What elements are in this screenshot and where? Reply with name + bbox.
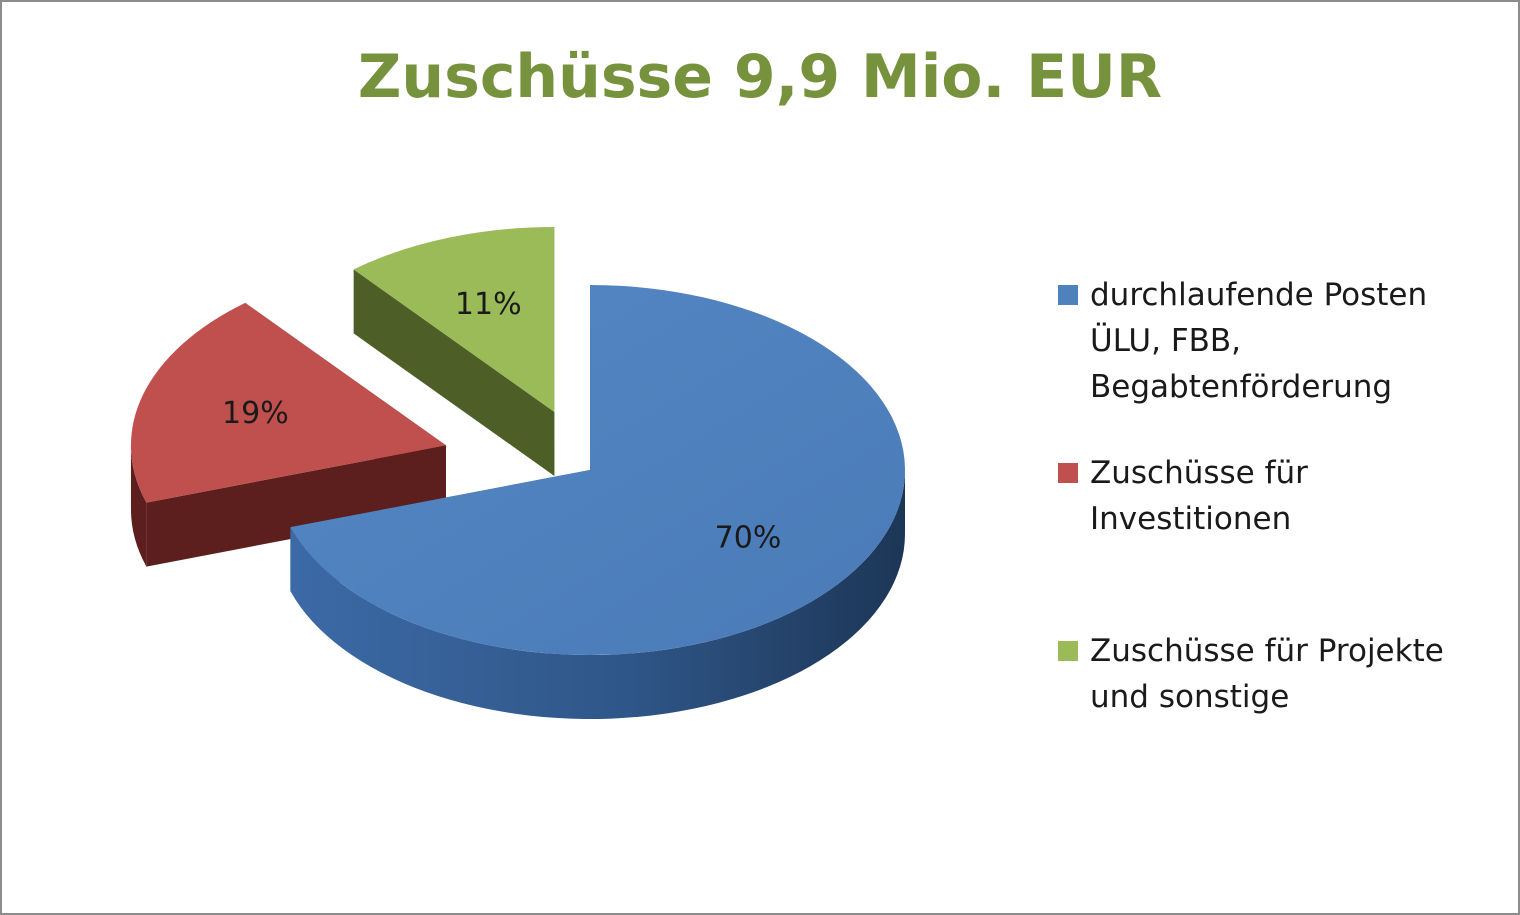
pie-slice-side: [290, 470, 905, 719]
pie-slice-wall: [146, 445, 446, 567]
pie-slice-wall: [353, 269, 555, 476]
pie-slice-1: [130, 302, 446, 567]
data-label-1: 19%: [222, 396, 289, 431]
data-label-0: 70%: [715, 520, 782, 555]
pie-slice-top: [353, 226, 555, 412]
chart-title: Zuschüsse 9,9 Mio. EUR: [357, 42, 1163, 112]
pie-slice-0: [290, 285, 905, 719]
pie-slice-top: [290, 285, 905, 655]
legend-swatch-blue: [1058, 285, 1078, 305]
pie-slice-2: [353, 226, 555, 476]
legend-label: Zuschüsse für Investitionen: [1090, 455, 1308, 537]
legend-label: durchlaufende Posten ÜLU, FBB, Begabtenf…: [1090, 277, 1428, 405]
data-label-2: 11%: [455, 287, 522, 322]
legend-swatch-green: [1058, 641, 1078, 661]
pie-slice-top: [130, 302, 446, 503]
legend-swatch-red: [1058, 463, 1078, 483]
pie-slice-side: [130, 445, 147, 567]
legend-label: Zuschüsse für Projekte und sonstige: [1090, 633, 1444, 715]
